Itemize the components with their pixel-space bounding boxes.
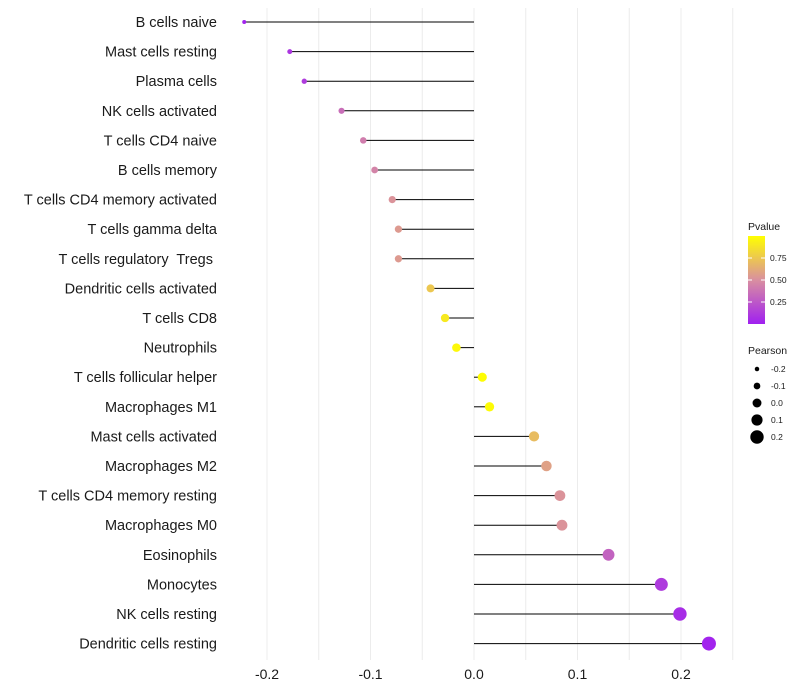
pvalue-colorbar — [748, 236, 765, 324]
pvalue-tick-label: 0.50 — [770, 275, 787, 285]
category-label: Macrophages M2 — [105, 459, 217, 475]
pearson-legend-label: 0.0 — [771, 398, 783, 408]
pvalue-legend: Pvalue 0.25 0.50 0.75 — [748, 221, 787, 324]
x-axis-ticks: -0.2 -0.1 0.0 0.1 0.2 — [255, 666, 691, 682]
pearson-legend: Pearson -0.2 -0.1 0.0 0.1 0.2 — [748, 345, 787, 444]
category-label: Monocytes — [147, 577, 217, 593]
x-tick-label: -0.2 — [255, 666, 279, 682]
pearson-legend-label: 0.1 — [771, 415, 783, 425]
lollipop-point — [388, 196, 396, 204]
pearson-legend-label: -0.2 — [771, 364, 786, 374]
category-label: NK cells resting — [116, 607, 217, 623]
category-label: NK cells activated — [102, 104, 217, 120]
category-label: T cells gamma delta — [88, 222, 218, 238]
pearson-legend-dot — [753, 382, 761, 390]
lollipop-point — [602, 548, 615, 561]
pearson-legend-dot — [754, 366, 760, 372]
lollipop-point — [371, 166, 379, 174]
pearson-legend-title: Pearson — [748, 345, 787, 357]
pearson-legend-label: -0.1 — [771, 381, 786, 391]
lollipop-point — [301, 78, 307, 84]
x-tick-label: 0.2 — [671, 666, 691, 682]
pearson-legend-dot — [752, 398, 762, 408]
points — [242, 20, 716, 651]
category-label: Eosinophils — [143, 548, 217, 564]
category-label: B cells naive — [136, 15, 217, 31]
lollipop-point — [528, 431, 540, 442]
lollipop-point — [701, 636, 716, 651]
x-tick-label: 0.0 — [464, 666, 484, 682]
category-label: T cells CD4 memory resting — [38, 489, 217, 505]
pvalue-tick-label: 0.75 — [770, 253, 787, 263]
lollipop-point — [484, 402, 495, 412]
category-label: Macrophages M1 — [105, 400, 217, 416]
pvalue-legend-ticks: 0.25 0.50 0.75 — [748, 253, 787, 307]
x-tick-label: -0.1 — [358, 666, 382, 682]
category-label: T cells CD4 naive — [104, 133, 217, 149]
category-label: T cells follicular helper — [74, 370, 217, 386]
category-label: T cells regulatory Tregs — [59, 252, 218, 268]
lollipop-point — [673, 607, 687, 621]
lollipop-point — [359, 137, 367, 144]
lollipop-point — [440, 313, 450, 323]
lollipop-point — [452, 343, 461, 352]
category-label: B cells memory — [118, 163, 218, 179]
lollipop-point — [287, 49, 293, 55]
category-label: Plasma cells — [136, 74, 217, 90]
lollipop-point — [394, 255, 403, 263]
category-labels: B cells naive Mast cells resting Plasma ce… — [24, 15, 218, 653]
x-tick-label: 0.1 — [568, 666, 588, 682]
category-label: Mast cells resting — [105, 45, 217, 61]
lollipop-point — [394, 225, 403, 233]
pearson-legend-label: 0.2 — [771, 432, 783, 442]
pearson-legend-keys: -0.2 -0.1 0.0 0.1 0.2 — [750, 364, 786, 444]
category-label: Mast cells activated — [90, 429, 217, 445]
lollipop-point — [338, 107, 345, 114]
lollipop-point — [426, 284, 435, 293]
lollipop-point — [556, 519, 568, 531]
stems — [244, 21, 709, 645]
category-label: Macrophages M0 — [105, 518, 217, 534]
lollipop-point — [554, 490, 566, 501]
lollipop-point — [654, 577, 668, 591]
pvalue-legend-title: Pvalue — [748, 221, 780, 233]
category-label: T cells CD8 — [142, 311, 217, 327]
pearson-legend-dot — [750, 430, 764, 444]
category-label: Neutrophils — [144, 341, 217, 357]
category-label: Dendritic cells resting — [79, 637, 217, 653]
pearson-legend-dot — [751, 414, 763, 426]
category-label: T cells CD4 memory activated — [24, 193, 217, 209]
lollipop-point — [477, 372, 487, 382]
pvalue-tick-label: 0.25 — [770, 297, 787, 307]
category-label: Dendritic cells activated — [65, 281, 217, 297]
lollipop-point — [541, 460, 552, 472]
lollipop-point — [242, 20, 247, 24]
grid — [266, 8, 734, 660]
